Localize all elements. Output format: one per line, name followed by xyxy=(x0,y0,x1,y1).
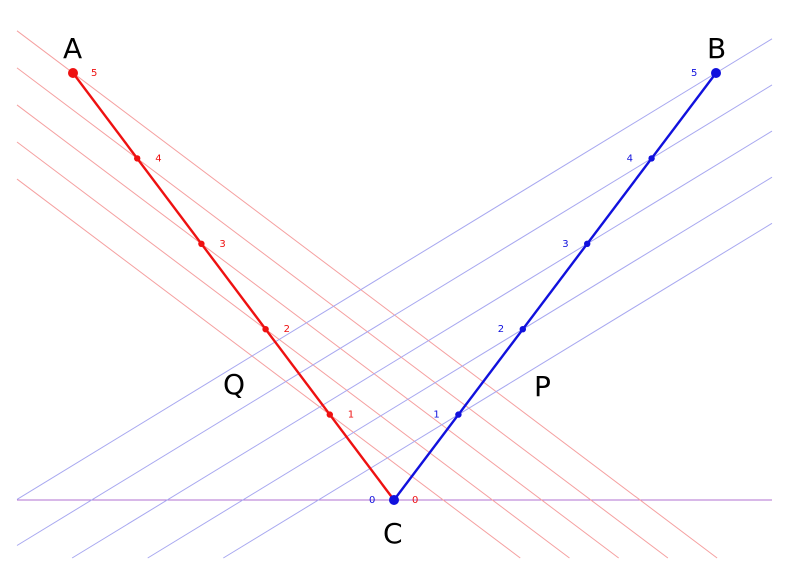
red-division-points xyxy=(134,155,333,418)
red-parallel-line xyxy=(16,30,718,559)
red-division-point xyxy=(262,326,269,333)
red-tick-label: 3 xyxy=(219,239,225,250)
blue-division-point xyxy=(584,240,591,247)
blue-division-point xyxy=(648,155,655,162)
blue-parallel-line xyxy=(16,84,773,546)
blue-parallel-lines xyxy=(16,38,773,559)
point-b xyxy=(711,68,721,78)
label-c: C xyxy=(383,517,403,550)
label-q: Q xyxy=(223,368,245,401)
segment-ac xyxy=(72,72,395,501)
blue-tick-label: 5 xyxy=(691,68,697,79)
blue-parallel-line xyxy=(71,130,773,559)
red-tick-label: 4 xyxy=(155,153,161,164)
blue-parallel-line xyxy=(147,176,773,559)
red-division-point xyxy=(326,411,333,418)
blue-parallel-line xyxy=(16,38,773,500)
red-parallel-line xyxy=(16,178,521,559)
red-tick-labels: 0 1 2 3 4 5 xyxy=(91,68,418,506)
label-p: P xyxy=(534,370,551,403)
red-parallel-line xyxy=(16,141,570,559)
blue-division-points xyxy=(455,155,655,418)
red-tick-label: 5 xyxy=(91,68,97,79)
point-a xyxy=(68,68,78,78)
blue-tick-label: 4 xyxy=(627,153,633,164)
red-parallel-lines xyxy=(16,30,718,559)
label-a: A xyxy=(63,32,82,65)
blue-division-point xyxy=(455,411,462,418)
blue-division-point xyxy=(519,326,526,333)
red-tick-label: 1 xyxy=(348,410,354,421)
segment-bc xyxy=(393,72,717,501)
point-c xyxy=(389,495,399,505)
red-parallel-line xyxy=(16,67,669,559)
blue-tick-label: 3 xyxy=(562,239,568,250)
red-tick-label: 2 xyxy=(284,324,290,335)
red-division-point xyxy=(198,240,205,247)
blue-parallel-line xyxy=(223,222,773,559)
label-b: B xyxy=(707,32,726,65)
blue-tick-labels: 0 1 2 3 4 5 xyxy=(369,68,697,506)
blue-tick-label: 1 xyxy=(433,410,439,421)
red-division-point xyxy=(134,155,141,162)
red-parallel-line xyxy=(16,104,619,559)
red-tick-label: 0 xyxy=(412,495,418,506)
blue-tick-label: 2 xyxy=(498,324,504,335)
blue-tick-label: 0 xyxy=(369,495,375,506)
